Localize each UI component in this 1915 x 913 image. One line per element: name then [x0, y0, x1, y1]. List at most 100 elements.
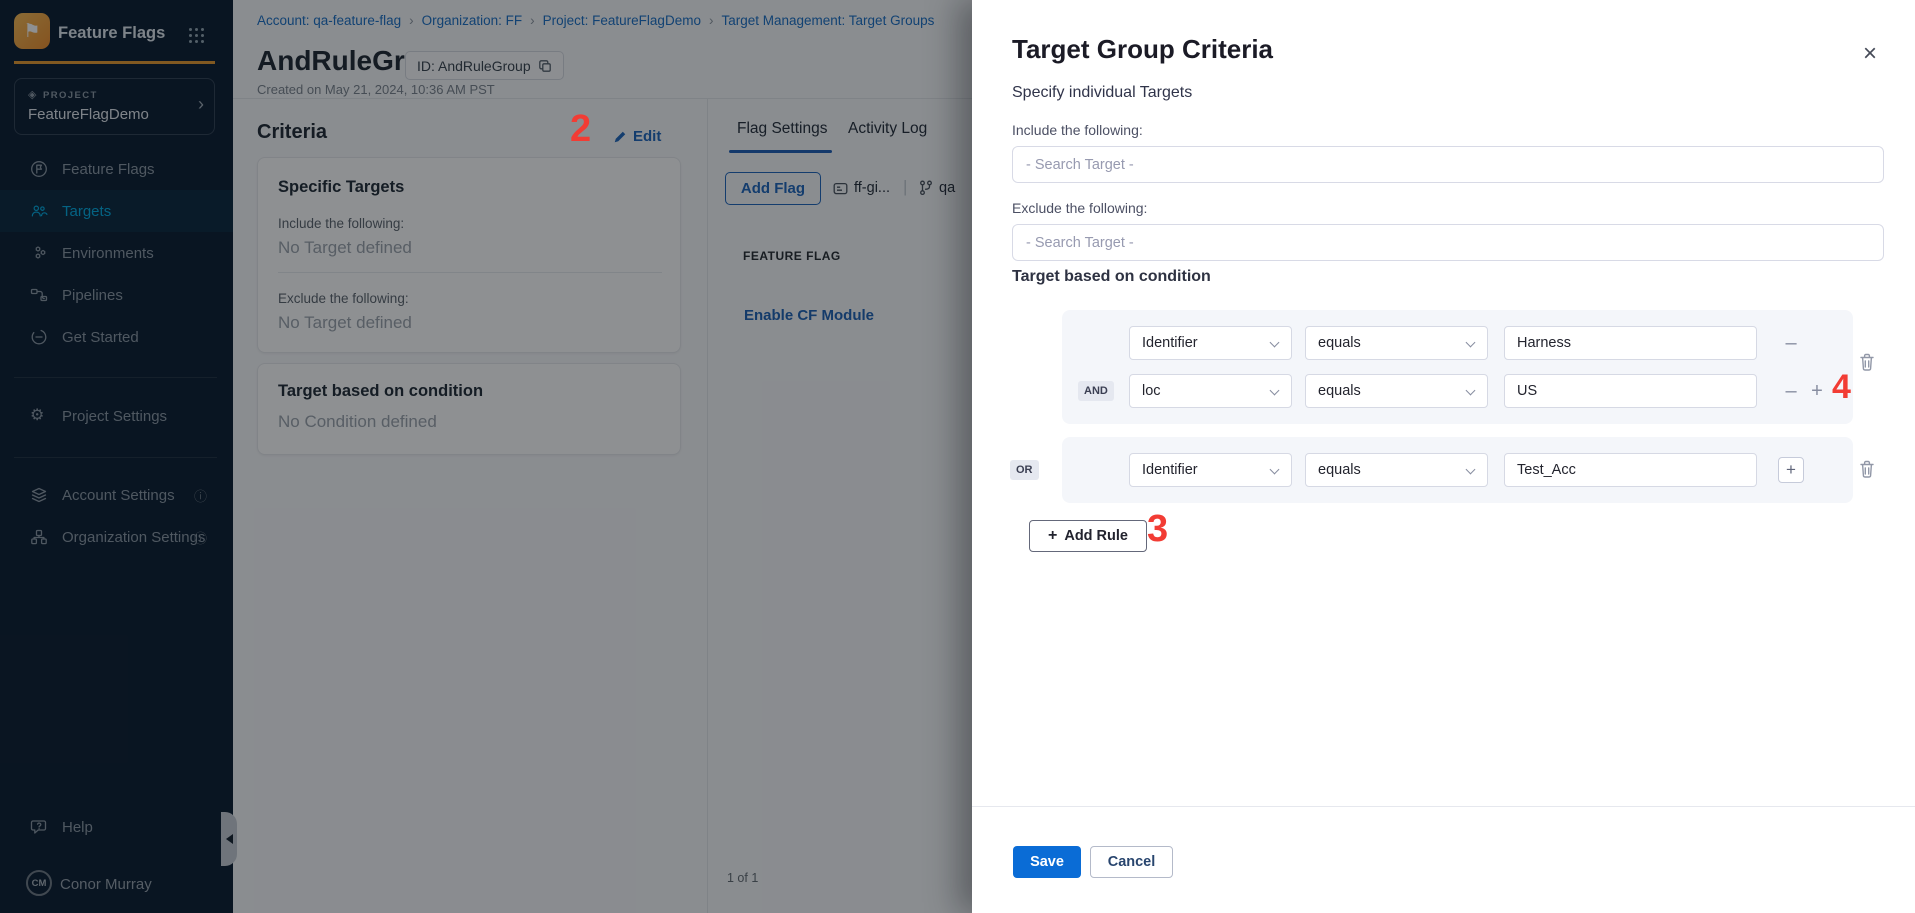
- tab-flag-settings[interactable]: Flag Settings: [737, 120, 828, 137]
- attribute-value: Identifier: [1142, 462, 1198, 478]
- condition-title: Target based on condition: [278, 382, 484, 400]
- attribute-value: loc: [1142, 383, 1161, 399]
- flag-circle-icon: [30, 160, 48, 178]
- flag-filter-value: ff-gi...: [854, 180, 890, 196]
- attribute-select[interactable]: Identifier: [1129, 453, 1292, 487]
- tab-activity-log[interactable]: Activity Log: [848, 120, 928, 137]
- id-chip[interactable]: ID: AndRuleGroup: [405, 51, 564, 80]
- layers-icon: [30, 486, 48, 504]
- operator-select[interactable]: equals: [1305, 374, 1488, 408]
- panel-divider: [707, 98, 708, 913]
- environment-branch-icon: [919, 180, 933, 196]
- chevron-down-icon: [1269, 385, 1280, 396]
- active-tab-underline: [729, 150, 832, 153]
- user-name[interactable]: Conor Murray: [60, 876, 152, 893]
- copy-icon[interactable]: [538, 59, 552, 73]
- cancel-button[interactable]: Cancel: [1090, 846, 1173, 878]
- operator-select[interactable]: equals: [1305, 326, 1488, 360]
- breadcrumb-project-link[interactable]: Project: FeatureFlagDemo: [542, 13, 701, 28]
- environments-hexagons-icon: [30, 244, 48, 262]
- collapse-left-icon: [225, 834, 233, 844]
- get-started-icon: [30, 328, 48, 346]
- operator-select[interactable]: equals: [1305, 453, 1488, 487]
- project-selector[interactable]: ◈ PROJECT FeatureFlagDemo ›: [14, 78, 215, 135]
- breadcrumb-org-link[interactable]: Organization: FF: [421, 13, 523, 28]
- breadcrumb-target-mgmt-link[interactable]: Target Management: Target Groups: [721, 13, 935, 28]
- sidebar-item-label: Help: [62, 818, 93, 836]
- edit-criteria-button[interactable]: Edit: [613, 128, 661, 145]
- flag-filter-selector[interactable]: ff-gi...: [833, 180, 890, 196]
- module-grid-icon[interactable]: [189, 28, 192, 31]
- breadcrumb: Account: qa-feature-flag › Organization: …: [257, 13, 934, 28]
- operator-value: equals: [1318, 335, 1361, 351]
- attribute-select[interactable]: Identifier: [1129, 326, 1292, 360]
- add-rule-label: Add Rule: [1064, 528, 1128, 544]
- remove-clause-icon[interactable]: –: [1785, 331, 1797, 354]
- add-clause-icon[interactable]: +: [1778, 457, 1804, 483]
- chevron-right-icon: ›: [708, 13, 714, 28]
- exclude-target-search-input[interactable]: [1012, 224, 1884, 261]
- chevron-right-icon: ›: [409, 13, 414, 28]
- sidebar-item-label: Account Settings: [62, 486, 175, 504]
- sidebar-item-label: Targets: [62, 202, 112, 220]
- sidebar-divider: [14, 457, 217, 458]
- modal-backdrop[interactable]: [0, 0, 972, 913]
- project-icon: ◈: [28, 89, 37, 101]
- info-icon: ⓘ: [193, 530, 207, 546]
- rule-value-input[interactable]: [1504, 326, 1757, 360]
- attribute-value: Identifier: [1142, 335, 1198, 351]
- target-based-on-condition-label: Target based on condition: [1012, 268, 1211, 285]
- delete-rule-group-icon[interactable]: [1858, 459, 1878, 481]
- sidebar-item-account-settings[interactable]: Account Settings ⓘ: [0, 474, 233, 516]
- sidebar-item-feature-flags[interactable]: Feature Flags: [0, 148, 233, 190]
- org-chart-icon: [30, 528, 48, 546]
- sidebar-item-help[interactable]: Help: [0, 806, 233, 848]
- help-chat-icon: [30, 818, 48, 836]
- remove-clause-icon[interactable]: –: [1785, 379, 1797, 402]
- rule-group-2: Identifier equals +: [1062, 437, 1853, 503]
- delete-rule-group-icon[interactable]: [1858, 352, 1878, 374]
- rule-value-input[interactable]: [1504, 374, 1757, 408]
- feature-flag-column-header: FEATURE FLAG: [743, 249, 841, 263]
- add-flag-button[interactable]: Add Flag: [725, 172, 821, 205]
- add-clause-icon[interactable]: +: [1811, 379, 1823, 402]
- sidebar-item-environments[interactable]: Environments: [0, 232, 233, 274]
- condition-value: No Condition defined: [278, 412, 437, 431]
- sidebar: ⚑ Feature Flags ◈ PROJECT FeatureFlagDem…: [0, 0, 233, 913]
- sidebar-item-pipelines[interactable]: Pipelines: [0, 274, 233, 316]
- plus-icon: +: [1048, 527, 1058, 544]
- sidebar-item-project-settings[interactable]: ⚙ Project Settings: [0, 395, 233, 437]
- attribute-select[interactable]: loc: [1129, 374, 1292, 408]
- sidebar-item-get-started[interactable]: Get Started: [0, 316, 233, 358]
- sidebar-item-label: Pipelines: [62, 286, 123, 304]
- annotation-4: 4: [1832, 368, 1851, 406]
- user-avatar[interactable]: CM: [26, 870, 52, 896]
- rule-value-input[interactable]: [1504, 453, 1757, 487]
- sidebar-item-organization-settings[interactable]: Organization Settings ⓘ: [0, 516, 233, 558]
- breadcrumb-account-link[interactable]: Account: qa-feature-flag: [257, 13, 402, 28]
- sidebar-collapse-handle[interactable]: [221, 812, 237, 866]
- chevron-down-icon: [1465, 385, 1476, 396]
- include-value: No Target defined: [278, 238, 412, 257]
- sidebar-item-targets[interactable]: Targets: [0, 190, 233, 232]
- include-target-search-input[interactable]: [1012, 146, 1884, 183]
- save-button[interactable]: Save: [1013, 846, 1081, 878]
- specify-individual-targets-label: Specify individual Targets: [1012, 84, 1193, 101]
- annotation-2: 2: [570, 108, 592, 150]
- sidebar-item-label: Get Started: [62, 328, 139, 346]
- sidebar-item-label: Environments: [62, 244, 154, 262]
- close-icon[interactable]: ×: [1862, 40, 1877, 67]
- sidebar-item-label: Project Settings: [62, 407, 168, 425]
- specific-targets-card: Specific Targets Include the following: …: [257, 157, 681, 353]
- flag-row-enable-cf-module[interactable]: Enable CF Module: [744, 307, 875, 324]
- harness-flag-logo[interactable]: ⚑: [14, 13, 50, 49]
- card-divider: [278, 272, 662, 273]
- environment-selector[interactable]: qa: [919, 180, 955, 196]
- operator-value: equals: [1318, 462, 1361, 478]
- pagination: 1 of 1: [727, 871, 759, 885]
- chevron-down-icon: [1269, 464, 1280, 475]
- add-rule-button[interactable]: + Add Rule: [1029, 520, 1147, 552]
- chevron-right-icon: ›: [530, 13, 535, 28]
- app-title: Feature Flags: [58, 24, 166, 42]
